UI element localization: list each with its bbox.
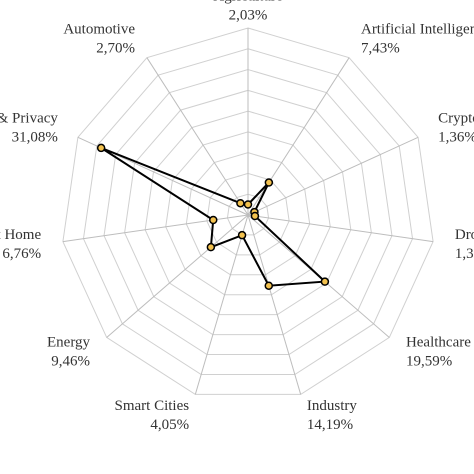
category-label: Industry xyxy=(307,398,357,414)
value-label: 4,05% xyxy=(150,417,189,433)
category-label: Artificial Intelligence xyxy=(361,22,474,38)
marker xyxy=(208,215,218,225)
marker xyxy=(250,211,260,221)
category-label: Smart Home xyxy=(0,227,41,243)
grid-ring xyxy=(165,131,331,296)
category-label: Drones xyxy=(455,227,474,243)
grid-ring xyxy=(226,193,270,236)
spoke xyxy=(194,214,249,395)
grid-ring xyxy=(62,27,434,395)
value-label: 9,46% xyxy=(51,353,90,369)
value-label: 2,70% xyxy=(96,41,135,57)
series-line xyxy=(100,146,328,287)
value-label: 1,35% xyxy=(455,246,474,262)
marker xyxy=(206,242,216,252)
value-label: 31,08% xyxy=(12,130,58,146)
value-label: 2,03% xyxy=(229,7,268,23)
category-label: Automotive xyxy=(63,22,135,38)
category-label: Cryptocurrency xyxy=(438,111,474,127)
grid-ring xyxy=(144,110,352,316)
marker xyxy=(237,230,247,240)
grid-ring xyxy=(206,172,290,256)
grid-ring xyxy=(124,89,372,336)
category-label: Agriculture xyxy=(213,0,282,4)
marker xyxy=(96,143,106,153)
marker xyxy=(320,277,330,286)
spoke xyxy=(146,57,249,216)
spoke xyxy=(247,214,302,395)
marker xyxy=(264,281,274,290)
value-label: 14,19% xyxy=(307,417,353,433)
marker xyxy=(243,200,253,209)
category-label: Healthcare xyxy=(406,334,471,350)
spoke xyxy=(247,214,434,243)
value-label: 6,76% xyxy=(2,246,41,262)
grid-ring xyxy=(82,48,414,375)
marker xyxy=(264,178,274,187)
value-label: 1,36% xyxy=(438,130,474,146)
spoke xyxy=(247,136,419,216)
value-label: 7,43% xyxy=(361,41,400,57)
category-label: Smart Cities xyxy=(115,398,190,414)
value-label: 19,59% xyxy=(406,353,452,369)
spoke xyxy=(106,214,249,338)
grid-ring xyxy=(103,69,393,356)
category-label: Security & Privacy xyxy=(0,111,58,127)
category-label: Energy xyxy=(47,334,91,350)
marker xyxy=(236,198,245,208)
spoke xyxy=(62,214,249,243)
